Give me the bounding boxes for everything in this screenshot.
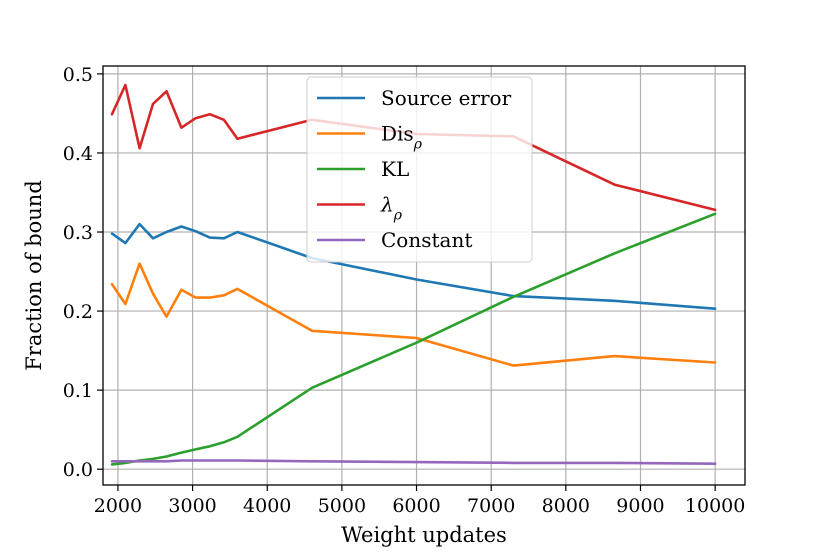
legend-entry: KL	[381, 157, 409, 181]
series-line-constant	[110, 459, 717, 466]
x-axis-label: Weight updates	[341, 523, 507, 547]
x-axis: 2000 3000 4000 5000 6000 7000 8000 9000 10000	[94, 485, 745, 517]
x-tick-label: 10000	[685, 495, 745, 517]
legend-entry: Constant	[381, 228, 472, 252]
series-line-source-error	[110, 222, 717, 311]
legend-entry: Source error	[381, 86, 512, 110]
x-tick-label: 4000	[243, 495, 291, 517]
x-tick-label: 2000	[94, 495, 142, 517]
y-axis: 0.0 0.1 0.2 0.3 0.4 0.5	[63, 64, 103, 481]
x-tick-label: 6000	[392, 495, 440, 517]
legend-box	[306, 76, 533, 263]
y-tick-label: 0.4	[63, 143, 93, 165]
y-tick-label: 0.2	[63, 301, 93, 323]
x-tick-label: 3000	[168, 495, 216, 517]
x-tick-label: 5000	[318, 495, 366, 517]
y-axis-label: Fraction of bound	[22, 180, 46, 371]
x-tick-label: 9000	[616, 495, 664, 517]
x-tick-label: 8000	[542, 495, 590, 517]
x-tick-label: 7000	[467, 495, 515, 517]
series-line-kl	[110, 212, 717, 466]
y-tick-label: 0.1	[63, 380, 93, 402]
y-tick-label: 0.3	[63, 222, 93, 244]
plot-frame	[102, 65, 746, 486]
y-tick-label: 0.0	[63, 459, 93, 481]
y-tick-label: 0.5	[63, 64, 93, 86]
series-line-dis	[110, 262, 717, 367]
